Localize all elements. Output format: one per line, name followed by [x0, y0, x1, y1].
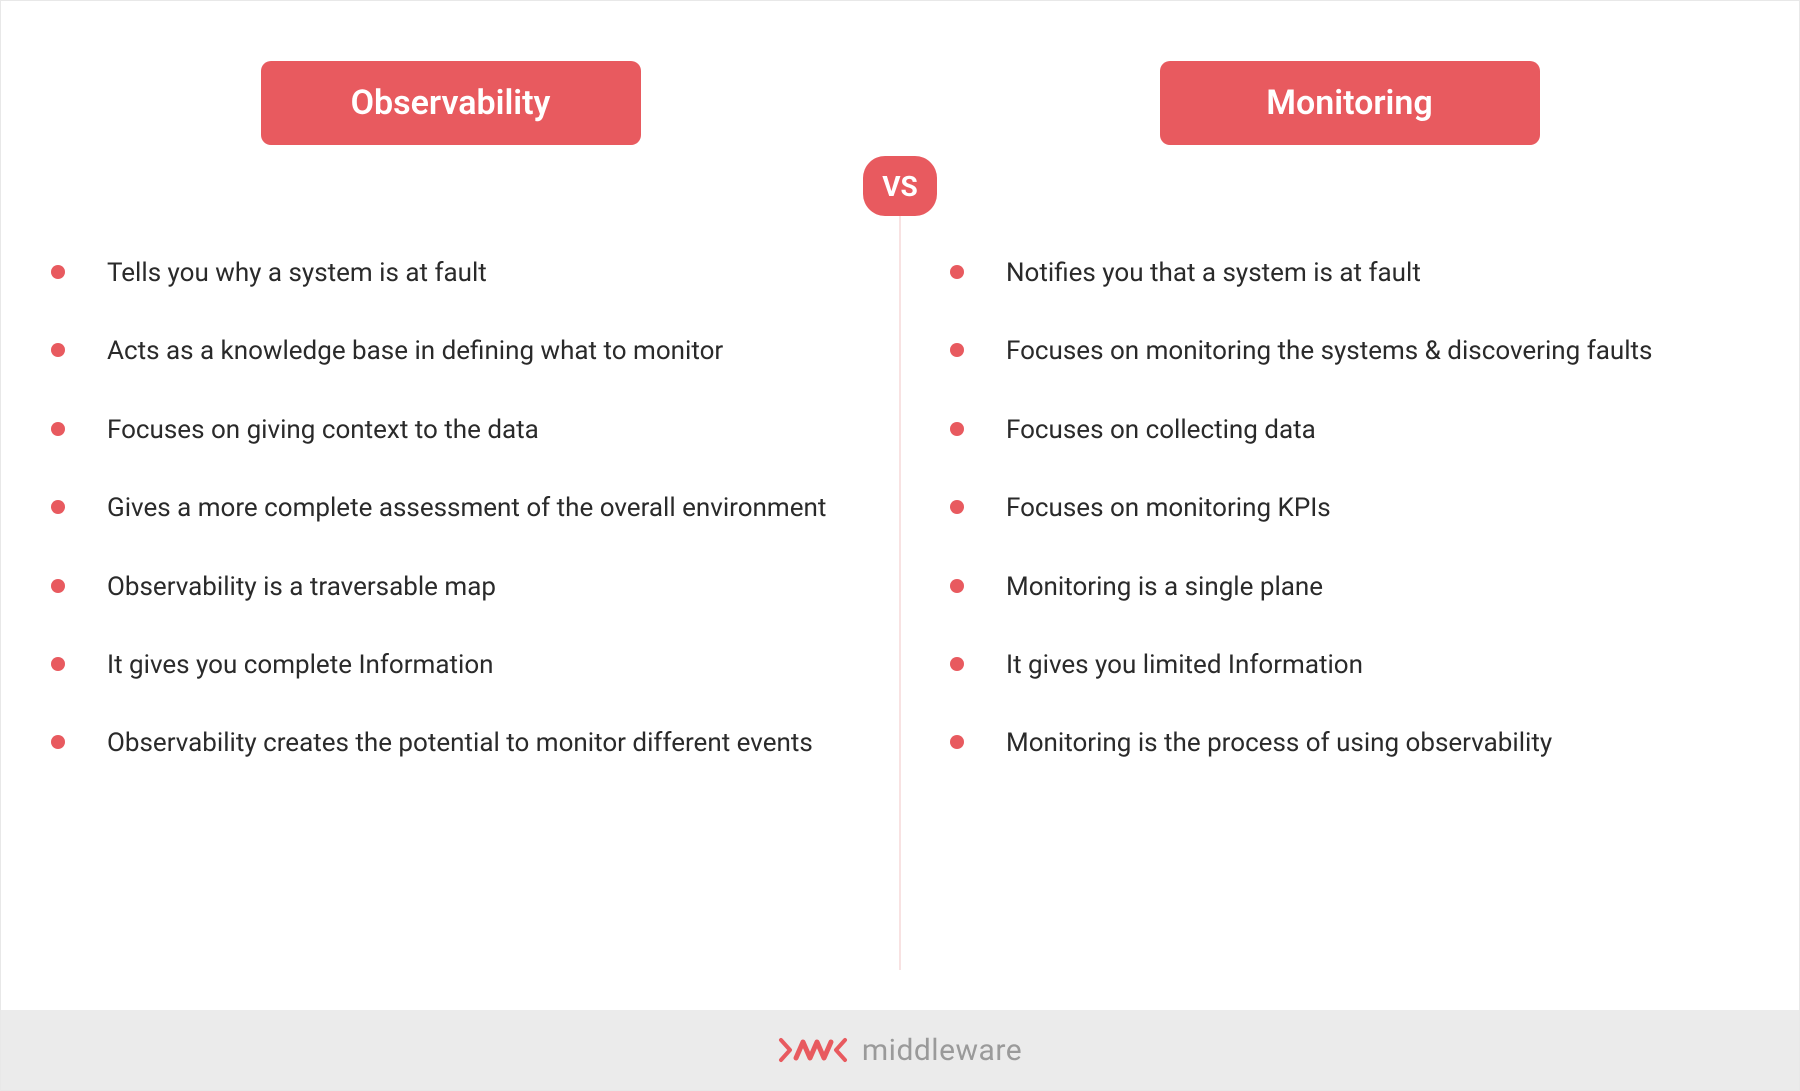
bullet-icon	[950, 579, 964, 593]
bullet-icon	[950, 422, 964, 436]
bullet-icon	[950, 343, 964, 357]
list-item: Focuses on monitoring KPIs	[950, 490, 1749, 526]
list-item: It gives you complete Information	[51, 647, 850, 683]
list-item: Tells you why a system is at fault	[51, 255, 850, 291]
bullet-icon	[950, 735, 964, 749]
main-content: Observability Tells you why a system is …	[1, 1, 1799, 1010]
list-item: Acts as a knowledge base in defining wha…	[51, 333, 850, 369]
center-divider	[900, 181, 901, 970]
list-item: Gives a more complete assessment of the …	[51, 490, 850, 526]
brand-name: middleware	[862, 1033, 1022, 1068]
bullet-text: Acts as a knowledge base in defining wha…	[107, 333, 723, 369]
list-item: Notifies you that a system is at fault	[950, 255, 1749, 291]
list-item: Monitoring is the process of using obser…	[950, 725, 1749, 761]
bullet-text: Focuses on giving context to the data	[107, 412, 539, 448]
left-bullet-list: Tells you why a system is at fault Acts …	[41, 255, 860, 804]
bullet-text: Tells you why a system is at fault	[107, 255, 487, 291]
left-header-badge: Observability	[261, 61, 641, 145]
left-column: Observability Tells you why a system is …	[41, 61, 900, 970]
bullet-text: Monitoring is the process of using obser…	[1006, 725, 1552, 761]
footer: middleware	[1, 1010, 1799, 1090]
list-item: Focuses on giving context to the data	[51, 412, 850, 448]
list-item: Focuses on collecting data	[950, 412, 1749, 448]
bullet-text: Focuses on collecting data	[1006, 412, 1316, 448]
bullet-text: It gives you limited Information	[1006, 647, 1363, 683]
bullet-icon	[950, 500, 964, 514]
bullet-icon	[950, 657, 964, 671]
right-column: Monitoring Notifies you that a system is…	[900, 61, 1759, 970]
bullet-text: Observability creates the potential to m…	[107, 725, 813, 761]
bullet-icon	[51, 657, 65, 671]
right-header-badge: Monitoring	[1160, 61, 1540, 145]
right-bullet-list: Notifies you that a system is at fault F…	[940, 255, 1759, 804]
bullet-icon	[51, 422, 65, 436]
bullet-icon	[51, 265, 65, 279]
middleware-logo-icon	[778, 1032, 848, 1068]
bullet-text: Monitoring is a single plane	[1006, 569, 1323, 605]
bullet-text: Focuses on monitoring the systems & disc…	[1006, 333, 1652, 369]
list-item: Monitoring is a single plane	[950, 569, 1749, 605]
vs-badge: VS	[863, 156, 937, 216]
bullet-text: Focuses on monitoring KPIs	[1006, 490, 1331, 526]
bullet-icon	[51, 343, 65, 357]
bullet-text: It gives you complete Information	[107, 647, 494, 683]
bullet-icon	[51, 500, 65, 514]
list-item: Focuses on monitoring the systems & disc…	[950, 333, 1749, 369]
list-item: Observability is a traversable map	[51, 569, 850, 605]
bullet-icon	[51, 579, 65, 593]
bullet-text: Notifies you that a system is at fault	[1006, 255, 1421, 291]
bullet-text: Gives a more complete assessment of the …	[107, 490, 826, 526]
bullet-icon	[51, 735, 65, 749]
list-item: It gives you limited Information	[950, 647, 1749, 683]
bullet-icon	[950, 265, 964, 279]
list-item: Observability creates the potential to m…	[51, 725, 850, 761]
comparison-container: Observability Tells you why a system is …	[0, 0, 1800, 1091]
bullet-text: Observability is a traversable map	[107, 569, 496, 605]
